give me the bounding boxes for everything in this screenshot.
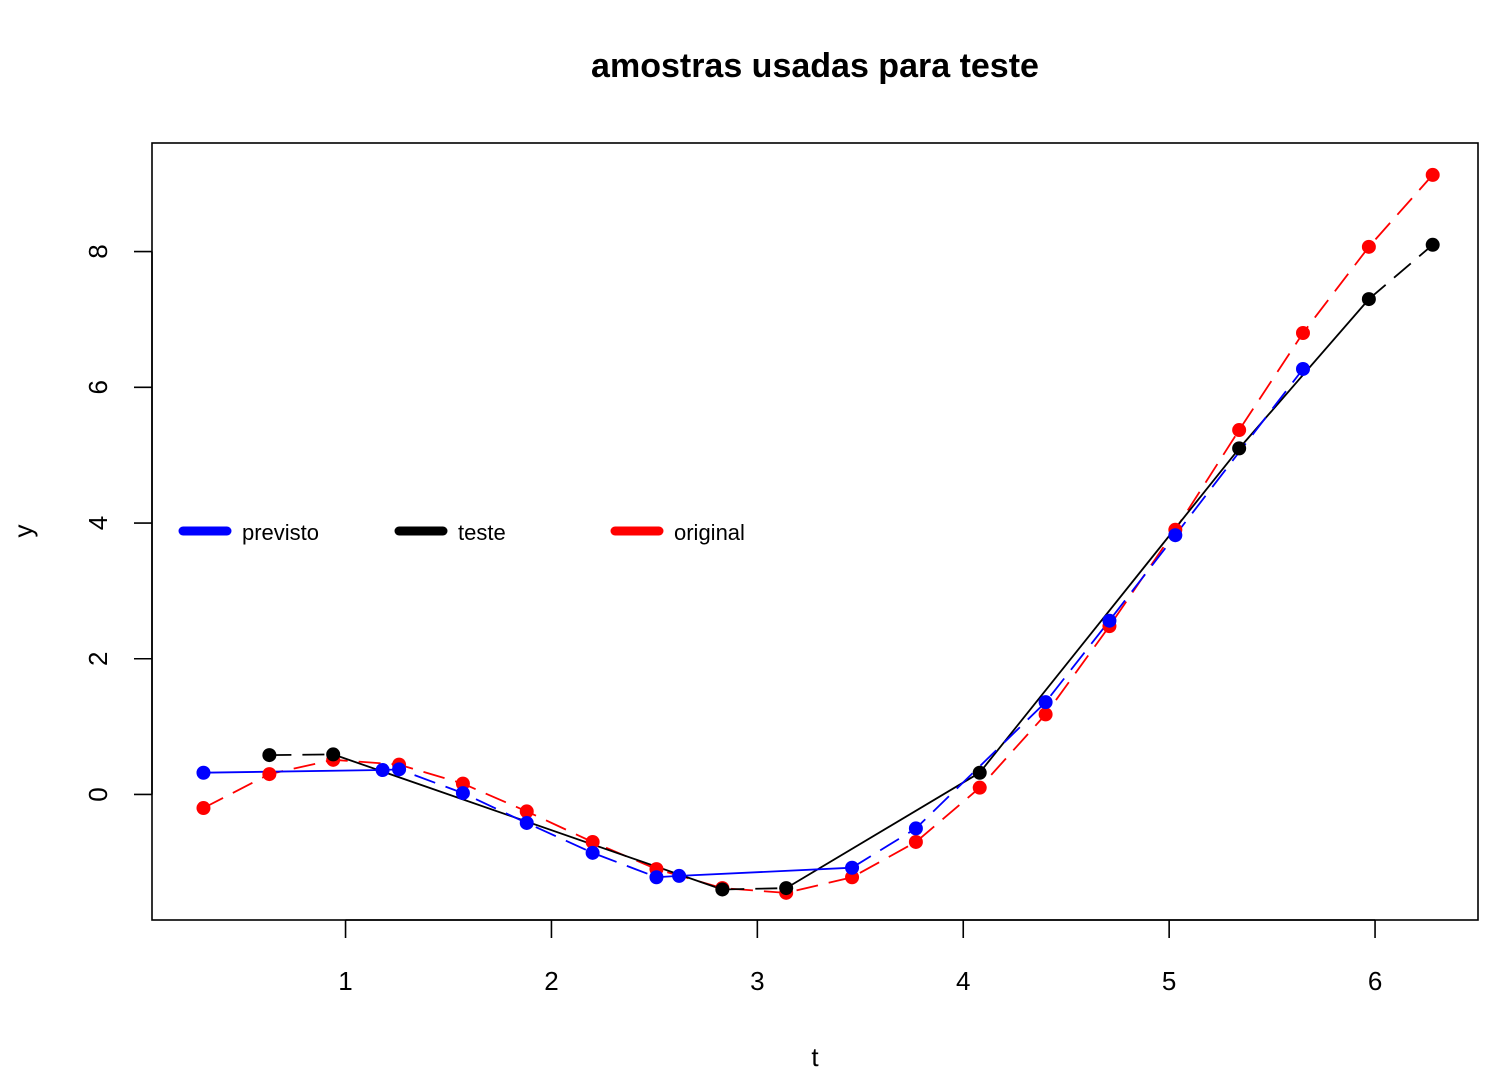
plot-frame	[151, 142, 1479, 921]
point-original-11	[908, 834, 923, 849]
point-previsto-9	[908, 821, 923, 836]
x-axis-label: t	[811, 1042, 819, 1072]
y-tick-label-0: 0	[83, 787, 113, 801]
point-original-19	[1425, 167, 1440, 182]
y-tick-label-2: 4	[83, 516, 113, 530]
series-teste-segment-3	[785, 771, 981, 889]
x-tick-label-0: 1	[338, 966, 352, 996]
point-teste-3	[779, 881, 794, 896]
point-teste-6	[1361, 292, 1376, 307]
series-previsto-lines	[203, 368, 1304, 879]
series-teste-points	[262, 237, 1440, 897]
point-teste-4	[972, 765, 987, 780]
series-teste-segment-4	[978, 447, 1240, 774]
series-original-segment-0	[203, 174, 1434, 894]
x-tick-label-1: 2	[544, 966, 558, 996]
series-original-points	[196, 167, 1440, 900]
x-tick-label-4: 5	[1162, 966, 1176, 996]
chart-title: amostras usadas para teste	[591, 47, 1039, 85]
legend-label-original: original	[674, 520, 745, 545]
series-original-lines	[203, 174, 1434, 894]
series-teste-lines	[269, 244, 1434, 891]
point-original-18	[1361, 239, 1376, 254]
point-teste-0	[262, 748, 277, 763]
point-original-16	[1232, 423, 1247, 438]
point-teste-7	[1425, 237, 1440, 252]
point-original-13	[1038, 707, 1053, 722]
point-original-0	[196, 801, 211, 816]
x-axis: 1 2 3 4 5 6	[338, 919, 1382, 996]
series-teste-segment-2	[722, 887, 787, 891]
point-previsto-0	[196, 765, 211, 780]
point-previsto-6	[649, 870, 664, 885]
point-previsto-2	[392, 762, 407, 777]
y-axis: 0 2 4 6 8	[83, 244, 153, 802]
point-previsto-11	[1102, 613, 1117, 628]
series-previsto-segment-0	[203, 769, 383, 774]
point-previsto-7	[672, 868, 687, 883]
y-axis-label: y	[8, 525, 38, 538]
point-previsto-1	[375, 763, 390, 778]
y-tick-label-1: 2	[83, 652, 113, 666]
point-teste-2	[715, 882, 730, 897]
y-tick-label-3: 6	[83, 380, 113, 394]
legend-label-previsto: previsto	[242, 520, 319, 545]
x-tick-label-3: 4	[956, 966, 970, 996]
point-teste-5	[1232, 441, 1247, 456]
point-previsto-8	[845, 860, 860, 875]
legend-label-teste: teste	[458, 520, 506, 545]
point-previsto-5	[585, 845, 600, 860]
legend: previsto teste original	[178, 520, 745, 545]
series-layer	[196, 167, 1440, 900]
point-previsto-12	[1168, 528, 1183, 543]
point-previsto-13	[1295, 361, 1310, 376]
x-tick-label-2: 3	[750, 966, 764, 996]
series-teste-segment-0	[269, 753, 334, 756]
point-original-1	[262, 767, 277, 782]
series-teste-segment-6	[1368, 244, 1434, 300]
point-previsto-4	[519, 815, 534, 830]
x-tick-label-5: 6	[1368, 966, 1382, 996]
y-tick-label-4: 8	[83, 244, 113, 258]
point-original-5	[519, 804, 534, 819]
point-previsto-10	[1038, 695, 1053, 710]
series-previsto-points	[196, 361, 1310, 885]
point-original-6	[585, 834, 600, 849]
point-previsto-3	[455, 786, 470, 801]
series-previsto-segment-3	[851, 368, 1304, 869]
point-original-12	[972, 780, 987, 795]
point-teste-1	[326, 747, 341, 762]
point-original-17	[1295, 326, 1310, 341]
series-previsto-segment-2	[679, 866, 853, 877]
